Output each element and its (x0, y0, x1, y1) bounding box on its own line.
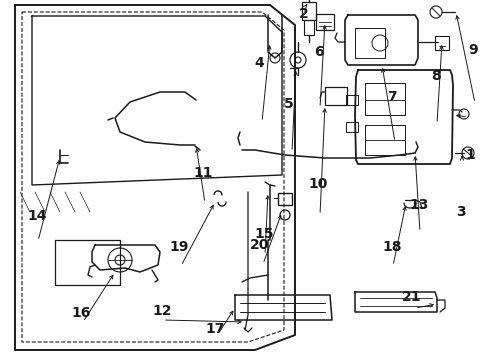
Bar (278, 193, 292, 205)
Bar (302, 2, 316, 20)
Text: 20: 20 (250, 238, 270, 252)
Text: 18: 18 (382, 240, 402, 253)
Bar (355, 28, 385, 58)
Text: 1: 1 (466, 148, 475, 162)
Text: 8: 8 (431, 69, 441, 82)
Text: 12: 12 (152, 305, 172, 318)
Bar (325, 87, 347, 105)
Text: 17: 17 (206, 323, 225, 336)
Text: 4: 4 (255, 56, 265, 70)
Text: 19: 19 (169, 240, 189, 253)
Bar (304, 20, 314, 35)
Text: 15: 15 (255, 227, 274, 241)
Text: 21: 21 (402, 290, 421, 304)
Text: 3: 3 (456, 206, 466, 219)
Text: 7: 7 (387, 90, 397, 104)
Text: 6: 6 (314, 45, 323, 59)
Bar (365, 125, 405, 155)
Text: 16: 16 (71, 306, 91, 320)
Bar (316, 14, 334, 30)
Text: 11: 11 (194, 166, 213, 180)
Bar (435, 36, 449, 50)
Text: 14: 14 (27, 209, 47, 223)
Text: 5: 5 (284, 98, 294, 111)
Bar (365, 83, 405, 115)
Text: 9: 9 (468, 44, 478, 57)
Text: 10: 10 (309, 177, 328, 190)
Text: 2: 2 (299, 8, 309, 21)
Bar (346, 95, 358, 105)
Text: 13: 13 (409, 198, 429, 212)
Bar (346, 122, 358, 132)
